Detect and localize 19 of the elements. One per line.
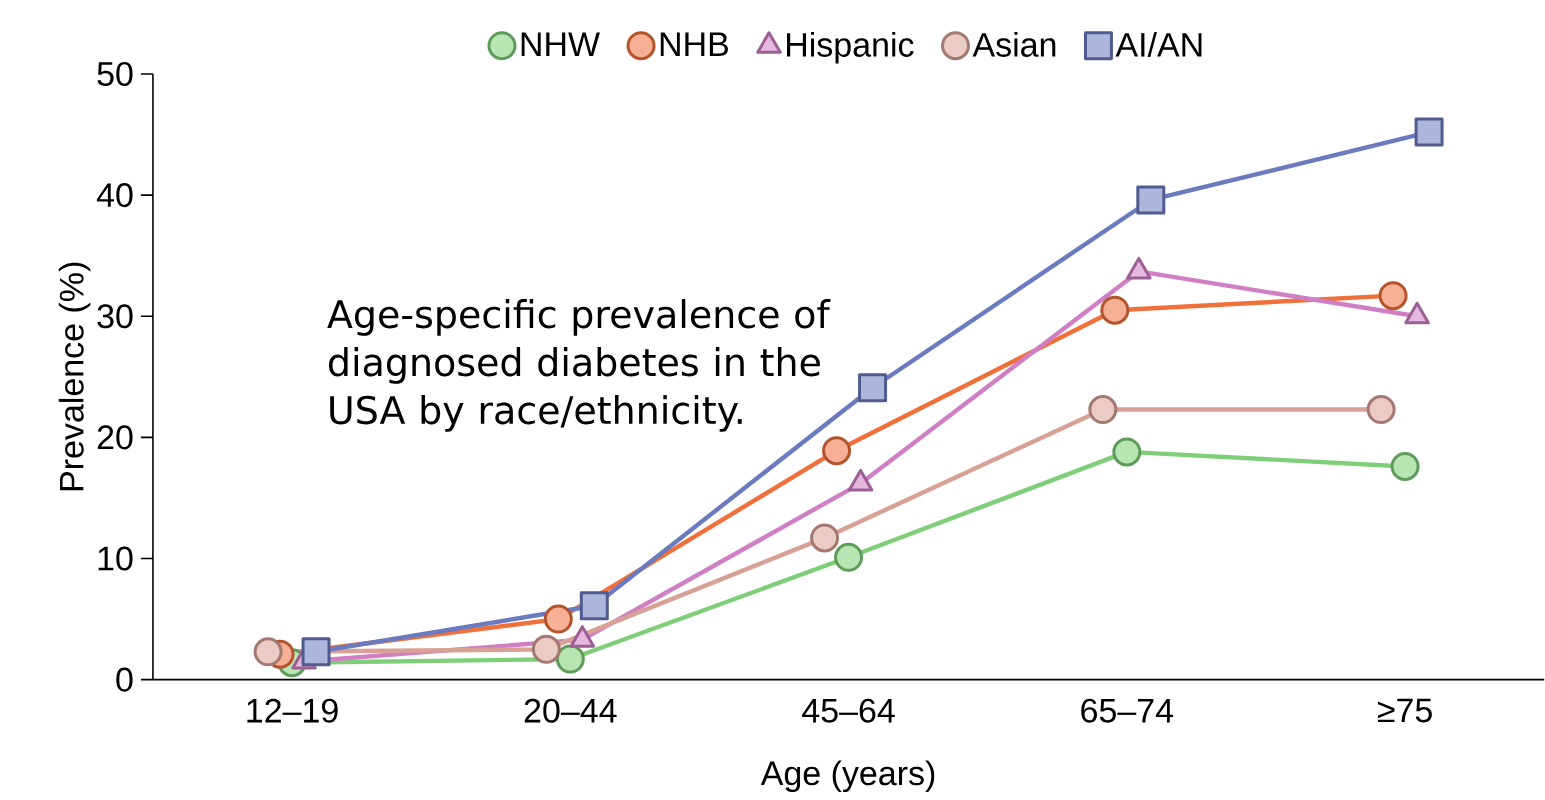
y-tick-label: 0 (116, 667, 133, 692)
y-tick-label: 40 (96, 183, 133, 208)
legend-label: NHB (660, 32, 728, 57)
y-tick-label: 20 (97, 425, 133, 450)
x-tick-label: 12–19 (247, 698, 338, 723)
x-tick-label: 45–64 (802, 698, 895, 723)
y-tick-label: 10 (98, 546, 133, 571)
annotation: Age-specific prevalence of diagnosed diabetes in the USA by race/ethnicity. (327, 299, 831, 432)
y-axis-title: Prevalence (%) (58, 263, 91, 491)
y-tick-label: 50 (97, 62, 133, 87)
legend-label: Asian (972, 32, 1056, 58)
y-tick-label: 30 (97, 304, 133, 329)
x-tick-label: ≥75 (1377, 698, 1432, 723)
legend-label: NHW (521, 32, 600, 57)
x-axis-title: Age (years) (760, 760, 935, 793)
legend-label: Hispanic (787, 32, 914, 64)
legend-label: AI/AN (1115, 32, 1202, 58)
x-tick-label: 20–44 (524, 698, 617, 723)
x-tick-label: 65–74 (1081, 698, 1174, 723)
